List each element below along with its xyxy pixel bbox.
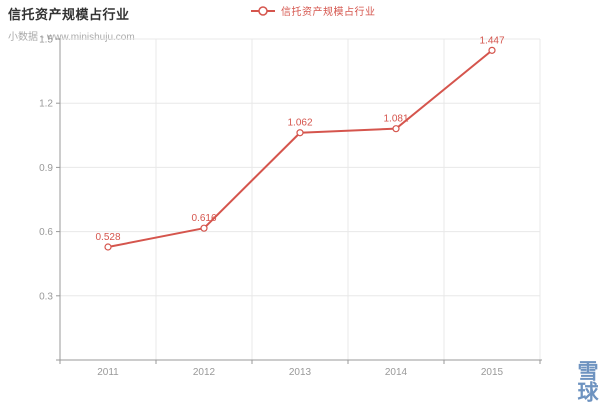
y-axis-tick-label: 1.5 — [39, 35, 53, 46]
y-axis-tick-label: 0.9 — [39, 163, 53, 174]
xueqiu-watermark-logo: 雪球 — [575, 360, 598, 402]
data-point-label: 0.528 — [95, 232, 120, 243]
data-point-marker[interactable] — [200, 224, 208, 232]
series-line — [107, 49, 493, 248]
x-axis-tick-label: 2014 — [385, 367, 408, 378]
legend-line-circle-icon — [251, 5, 275, 16]
y-axis-tick-label: 0.6 — [39, 227, 53, 238]
data-point-marker[interactable] — [296, 129, 304, 137]
x-axis-tick-label: 2013 — [289, 367, 312, 378]
data-point-label: 1.062 — [287, 118, 312, 129]
legend-item[interactable]: 信托资产规模占行业 — [250, 3, 376, 18]
x-axis-tick-label: 2015 — [481, 367, 504, 378]
data-point-marker[interactable] — [392, 125, 400, 133]
x-axis-tick-label: 2012 — [193, 367, 216, 378]
data-point-label: 0.616 — [191, 213, 216, 224]
chart-title: 信托资产规模占行业 — [8, 7, 130, 22]
x-axis-tick-label: 2011 — [97, 367, 119, 378]
chart-header: 信托资产规模占行业 小数据 - www.minishuju.com — [8, 4, 135, 43]
data-point-marker[interactable] — [488, 46, 496, 54]
legend-label: 信托资产规模占行业 — [281, 7, 376, 18]
data-point-marker[interactable] — [104, 243, 112, 251]
y-axis-tick-label: 1.2 — [39, 99, 53, 110]
data-point-label: 1.447 — [479, 35, 504, 46]
data-point-label: 1.081 — [383, 114, 408, 125]
chart-subtitle: 小数据 - www.minishuju.com — [8, 32, 135, 43]
y-axis-tick-label: 0.3 — [39, 291, 53, 302]
